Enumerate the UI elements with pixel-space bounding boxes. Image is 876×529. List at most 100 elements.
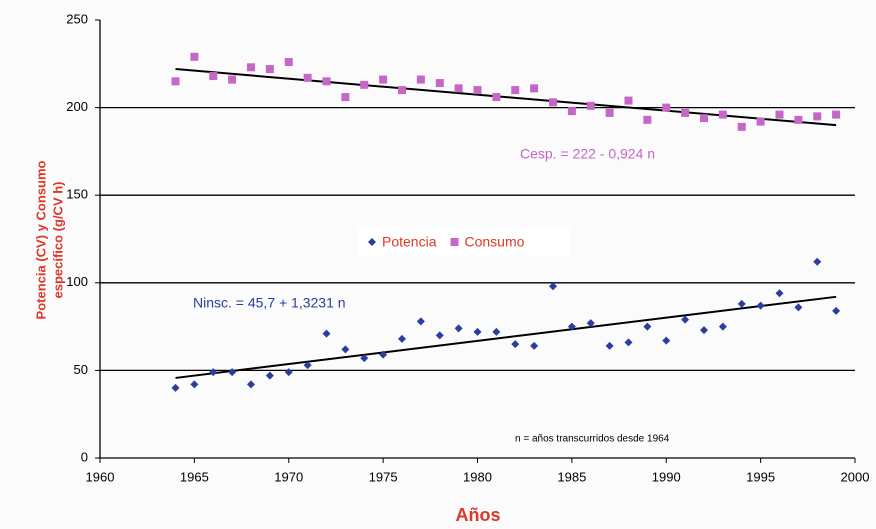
data-point <box>247 63 255 72</box>
legend-marker <box>450 238 459 246</box>
data-point <box>209 368 218 377</box>
data-point <box>775 110 784 119</box>
data-point <box>718 110 727 119</box>
data-point <box>190 380 199 389</box>
data-point <box>605 108 614 117</box>
data-point <box>794 115 803 124</box>
x-tick-label: 1965 <box>180 469 209 484</box>
data-point <box>624 96 633 105</box>
annotation: Ninsc. = 45,7 + 1,3231 n <box>193 295 346 311</box>
data-point <box>530 341 539 350</box>
data-point <box>171 77 180 86</box>
data-point <box>379 75 388 84</box>
data-point <box>813 257 822 266</box>
x-tick-label: 1960 <box>86 469 115 484</box>
data-point <box>605 341 614 350</box>
y-tick-label: 150 <box>66 187 88 202</box>
data-point <box>643 322 652 331</box>
data-point <box>398 334 406 343</box>
data-point <box>662 336 671 345</box>
legend-box <box>358 228 570 256</box>
data-point <box>756 301 765 310</box>
x-tick-label: 1985 <box>557 469 586 484</box>
data-point <box>341 93 350 102</box>
data-point <box>567 322 576 331</box>
data-point <box>398 86 406 95</box>
data-point <box>549 98 557 107</box>
data-point <box>171 383 180 392</box>
y-tick-label: 0 <box>81 449 88 464</box>
data-point <box>756 117 765 126</box>
data-point <box>794 303 803 312</box>
data-point <box>643 115 652 124</box>
data-point <box>492 93 501 102</box>
data-point <box>492 327 501 336</box>
data-point <box>454 324 463 333</box>
data-point <box>775 289 784 298</box>
data-point <box>832 306 841 315</box>
data-point <box>530 84 539 93</box>
x-tick-label: 1970 <box>274 469 303 484</box>
data-point <box>737 122 746 131</box>
y-axis-label: específico (g/CV h) <box>50 181 65 298</box>
data-point <box>435 79 444 88</box>
data-point <box>416 317 425 326</box>
data-point <box>813 112 822 121</box>
annotation: Cesp. = 222 - 0,924 n <box>520 146 655 162</box>
data-point <box>247 380 255 389</box>
x-tick-label: 1995 <box>746 469 775 484</box>
data-point <box>511 86 520 95</box>
legend-marker <box>368 238 376 246</box>
x-tick-label: 1975 <box>369 469 398 484</box>
data-point <box>265 371 274 380</box>
data-point <box>228 75 237 84</box>
data-point <box>586 101 595 110</box>
trend-line <box>175 295 837 379</box>
data-point <box>435 331 444 340</box>
x-axis-label: Años <box>456 505 501 525</box>
y-tick-label: 100 <box>66 274 88 289</box>
data-point <box>681 108 690 117</box>
data-point <box>341 345 350 354</box>
data-point <box>416 75 425 84</box>
data-point <box>360 354 369 363</box>
y-tick-label: 200 <box>66 99 88 114</box>
data-point <box>700 114 708 123</box>
data-point <box>700 326 708 335</box>
legend-label: Consumo <box>464 234 524 250</box>
data-point <box>322 329 331 338</box>
data-point <box>473 327 482 336</box>
data-point <box>737 299 746 308</box>
data-point <box>832 110 841 119</box>
data-point <box>549 282 557 291</box>
data-point <box>379 350 388 359</box>
data-point <box>209 72 218 81</box>
y-tick-label: 50 <box>74 362 88 377</box>
data-point <box>624 338 633 347</box>
data-point <box>303 73 312 82</box>
data-point <box>473 86 482 95</box>
x-tick-label: 2000 <box>841 469 870 484</box>
x-tick-label: 1990 <box>652 469 681 484</box>
y-axis-label: Potencia (CV) y Consumo <box>33 160 48 319</box>
annotation: n = años transcurridos desde 1964 <box>515 434 670 445</box>
data-point <box>265 65 274 74</box>
data-point <box>284 368 293 377</box>
data-point <box>322 77 331 86</box>
data-point <box>303 361 312 370</box>
data-point <box>284 58 293 67</box>
data-point <box>586 319 595 328</box>
data-point <box>662 103 671 112</box>
data-point <box>681 315 690 324</box>
data-point <box>718 322 727 331</box>
y-tick-label: 250 <box>66 11 88 26</box>
legend-label: Potencia <box>382 234 437 250</box>
data-point <box>454 84 463 93</box>
data-point <box>567 107 576 116</box>
data-point <box>228 368 237 377</box>
data-point <box>511 340 520 349</box>
data-point <box>190 52 199 61</box>
x-tick-label: 1980 <box>463 469 492 484</box>
